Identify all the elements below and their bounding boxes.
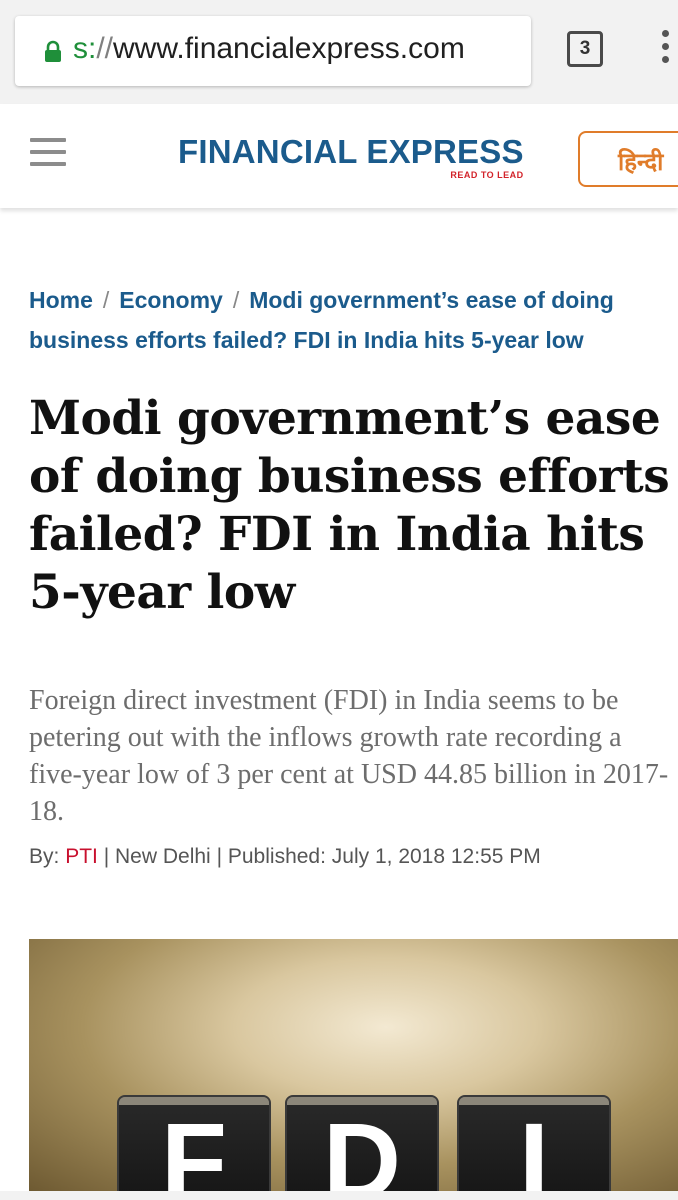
logo-tagline: READ TO LEAD	[450, 170, 524, 180]
logo-text: FINANCIAL EXPRESS	[178, 133, 524, 170]
breadcrumb-separator: /	[232, 287, 240, 313]
url-separator: //	[96, 32, 114, 65]
fdi-block-f: F	[119, 1097, 269, 1191]
article-summary: Foreign direct investment (FDI) in India…	[29, 685, 669, 827]
byline-published-label: Published:	[227, 845, 326, 868]
article-headline: Modi government’s ease of doing business…	[29, 391, 670, 620]
site-logo[interactable]: FINANCIAL EXPRESS READ TO LEAD	[178, 133, 524, 181]
block-letter: D	[323, 1100, 401, 1192]
byline-published-date: July 1, 2018 12:55 PM	[331, 845, 541, 868]
fdi-block-i: I	[459, 1097, 609, 1191]
breadcrumb-current-article[interactable]: Modi government’s ease of doing business…	[29, 287, 614, 353]
tab-switcher-button[interactable]: 3	[567, 31, 603, 67]
breadcrumb-separator: /	[102, 287, 110, 313]
url-text: s://www.financialexpress.com	[73, 32, 465, 66]
article-byline: By: PTI | New Delhi | Published: July 1,…	[29, 845, 541, 869]
breadcrumb-home[interactable]: Home	[29, 287, 93, 313]
breadcrumb-economy[interactable]: Economy	[119, 287, 223, 313]
fdi-block-d: D	[287, 1097, 437, 1191]
hindi-language-button[interactable]: हिन्दी	[578, 131, 678, 187]
byline-author[interactable]: PTI	[65, 845, 98, 868]
url-host: www.financialexpress.com	[113, 32, 465, 65]
article-hero-image: F D I	[29, 939, 678, 1191]
overflow-menu-icon[interactable]	[655, 30, 675, 70]
breadcrumb: Home / Economy / Modi government’s ease of d…	[29, 280, 677, 360]
lock-icon	[45, 40, 61, 62]
byline-location: New Delhi	[115, 845, 211, 868]
bottom-edge	[0, 1191, 678, 1200]
address-bar[interactable]: s://www.financialexpress.com	[15, 16, 531, 86]
byline-divider: |	[103, 845, 110, 868]
hamburger-icon[interactable]	[30, 138, 66, 170]
block-letter: I	[518, 1100, 549, 1192]
browser-toolbar: s://www.financialexpress.com 3	[0, 0, 678, 104]
site-header: FINANCIAL EXPRESS READ TO LEAD हिन्दी	[0, 104, 678, 208]
byline-by-label: By:	[29, 845, 60, 868]
byline-divider: |	[216, 845, 223, 868]
url-scheme: s:	[73, 32, 97, 65]
block-letter: F	[161, 1100, 227, 1192]
